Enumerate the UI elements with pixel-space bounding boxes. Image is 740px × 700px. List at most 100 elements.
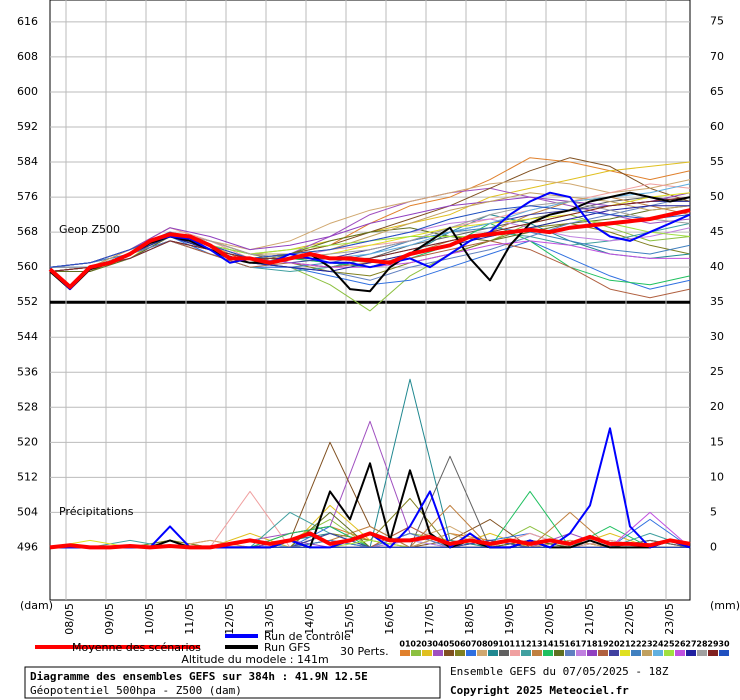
pert-legend-label: 30 [718,640,730,649]
pert-legend-label: 04 [432,640,444,649]
x-tick-label: 20/05 [543,603,556,635]
pert-legend-label: 21 [619,640,631,649]
y2-tick-label: 35 [710,295,724,308]
legend-label: Run de contrôle [264,630,351,643]
y-tick-label: 616 [17,15,38,28]
pert-legend-label: 11 [509,640,521,649]
pert-legend-swatch [587,650,597,656]
precip-line [49,531,691,550]
pert-legend-label: 08 [476,640,488,649]
y2-tick-label: 30 [710,330,724,343]
pert-legend-swatch [532,650,542,656]
y2-tick-label: 45 [710,225,724,238]
y2-tick-label: 40 [710,260,724,273]
x-tick-label: 18/05 [463,603,476,635]
y-tick-label: 592 [17,120,38,133]
pert-legend-label: 13 [531,640,542,649]
info-box [24,666,441,699]
y-tick-label: 552 [17,295,38,308]
altitude: Altitude du modele : 141m [181,653,328,666]
y-tick-label: 528 [17,400,38,413]
geop-line [48,208,691,289]
pert-legend-label: 01 [399,640,411,649]
pert-legend-label: 26 [674,640,686,649]
title: Diagramme des ensembles GEFS sur 384h : … [30,670,368,683]
pert-legend-label: 19 [597,640,609,649]
geop-line [49,191,691,293]
x-tick-label: 17/05 [423,603,436,635]
pert-legend-swatch [411,650,421,656]
y2-tick-label: 50 [710,190,724,203]
y-tick-label: 536 [17,365,38,378]
copyright: Copyright 2025 Meteociel.fr [450,684,629,697]
pert-legend-label: 05 [443,640,455,649]
legend-label: Moyenne des scénarios [72,641,201,654]
y2-tick-label: 75 [710,15,724,28]
pert-legend-swatch [455,650,465,656]
pert-legend-label: 02 [410,640,421,649]
y2-tick-label: 20 [710,400,724,413]
pert-legend-swatch [400,650,410,656]
x-tick-label: 13/05 [263,603,276,635]
pert-legend-swatch [642,650,652,656]
y2-tick-label: 55 [710,155,724,168]
y-tick-label: 504 [17,505,38,518]
pert-legend-swatch [444,650,454,656]
pert-legend-label: 28 [696,640,708,649]
pert-geop-line [50,205,691,272]
y-axis-label: (dam) [20,599,53,612]
subtitle: Géopotentiel 500hpa - Z500 (dam) [30,684,242,697]
lines [48,157,691,550]
y2-tick-label: 5 [710,505,717,518]
y-tick-label: 512 [17,470,38,483]
pert-legend-swatch [675,650,685,656]
pert-legend-swatch [466,650,476,656]
pert-legend-label: 20 [608,640,620,649]
pert-legend-label: 23 [641,640,652,649]
pert-legend-swatch [620,650,630,656]
run-info: Ensemble GEFS du 07/05/2025 - 18Z [450,665,669,678]
pert-legend-swatch [653,650,663,656]
precip-label: Précipitations [59,505,134,518]
y-tick-label: 568 [17,225,38,238]
pert-legend-label: 25 [663,640,675,649]
x-tick-label: 10/05 [143,603,156,635]
y2-tick-label: 60 [710,120,724,133]
y2-axis-label: (mm) [710,599,740,612]
pert-legend-swatch [697,650,707,656]
pert-legend-swatch [598,650,608,656]
x-tick-label: 15/05 [343,603,356,635]
plot-area [49,0,691,601]
pert-legend-swatch [433,650,443,656]
pert-legend-label: 06 [454,640,466,649]
pert-legend-label: 17 [575,640,586,649]
x-tick-label: 11/05 [183,603,196,635]
pert-legend-label: 10 [498,640,510,649]
y2-tick-label: 10 [710,470,724,483]
pert-legend-swatch [664,650,674,656]
pert-legend-swatch [708,650,718,656]
pert-legend-label: 07 [465,640,476,649]
x-tick-label: 21/05 [583,603,596,635]
y-tick-label: 496 [17,540,38,553]
pert-legend-label: 09 [487,640,499,649]
pert-legend-label: 12 [520,640,531,649]
pert-legend-label: 03 [421,640,432,649]
x-tick-label: 23/05 [663,603,676,635]
pert-legend-swatch [521,650,531,656]
x-tick-label: 22/05 [623,603,636,635]
pert-legend-label: 15 [553,640,565,649]
pert-legend-swatch [422,650,432,656]
pert-legend-swatch [543,650,553,656]
y-tick-label: 608 [17,50,38,63]
y2-tick-label: 70 [710,50,724,63]
pert-legend-swatch [477,650,487,656]
x-tick-label: 08/05 [63,603,76,635]
y2-tick-label: 65 [710,85,724,98]
pert-legend-swatch [686,650,696,656]
x-tick-label: 16/05 [383,603,396,635]
pert-legend-label: 14 [542,640,554,649]
y-tick-label: 544 [17,330,38,343]
pert-legend-swatch [631,650,641,656]
pert-legend-label: 24 [652,640,664,649]
